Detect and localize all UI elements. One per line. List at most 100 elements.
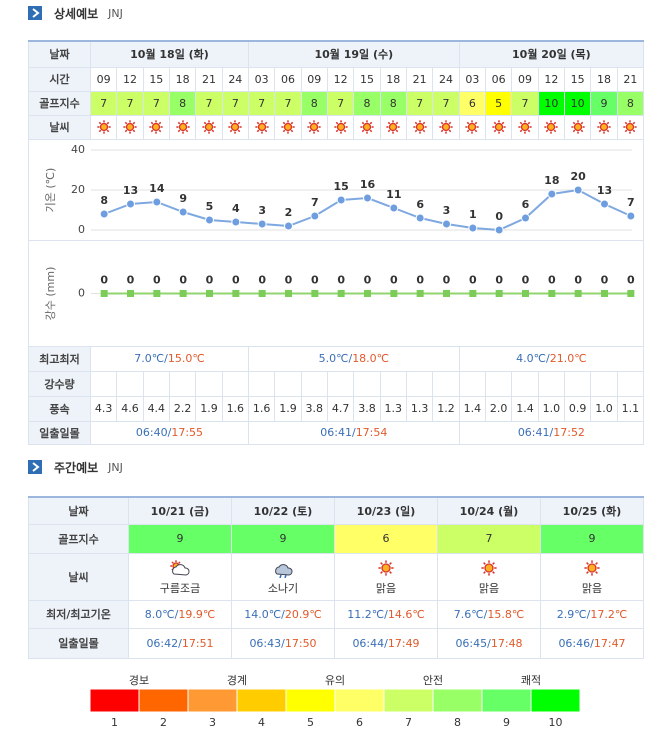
- time-cell: 24: [221, 66, 249, 92]
- weather-cell: [485, 114, 513, 140]
- sun-ray: [440, 121, 444, 125]
- weather-cell: [300, 114, 328, 140]
- time-cell: 21: [195, 66, 223, 92]
- rain-cell: [89, 370, 118, 397]
- table-row: 강수 (mm) 0 0 0 0 0 0 0 0 0 0 0 0 0 0 0 0 0 0 0 0 0 0: [27, 239, 645, 347]
- time-cell: 06: [485, 66, 513, 92]
- legend-value: 8: [454, 716, 461, 729]
- point: [285, 289, 292, 297]
- sunset: 17:52: [553, 426, 585, 439]
- sunset: 17:48: [490, 636, 523, 650]
- separator: /: [178, 636, 182, 650]
- data-label: 0: [100, 273, 108, 286]
- rain-cell: [195, 370, 223, 397]
- wind-cell: 1.4: [511, 395, 539, 422]
- golf-index-cell: 8: [353, 90, 381, 116]
- sun-icon: [378, 559, 394, 576]
- separator: /: [549, 426, 554, 439]
- legend-value: 1: [111, 716, 118, 729]
- sun-cell: 06:46/17:47: [540, 627, 644, 659]
- data-label: 0: [258, 273, 266, 286]
- sun-ray: [586, 561, 589, 565]
- rain-cell: [221, 370, 249, 397]
- sun-ray: [414, 129, 417, 133]
- time-cell: 09: [89, 66, 118, 92]
- sun-core: [178, 122, 187, 132]
- sun-ray: [633, 121, 636, 125]
- separator: /: [174, 607, 179, 621]
- weather-cell: [116, 114, 144, 140]
- sun-ray: [343, 129, 346, 133]
- wind-cell: 1.2: [432, 395, 460, 422]
- time-cell: 09: [511, 66, 539, 92]
- separator: /: [164, 352, 168, 365]
- table-row: 최저/최고기온 8.0℃/19.9℃ 14.0℃/20.9℃ 11.2℃/14.6℃ 7…: [28, 599, 644, 629]
- sun-core: [573, 122, 582, 132]
- point: [390, 289, 398, 297]
- separator: /: [348, 352, 353, 365]
- row-label: 골프지수: [28, 90, 91, 116]
- sun-cell: 06:41/17:52: [458, 420, 645, 445]
- site-name: JNJ: [108, 460, 123, 474]
- time-cell: 21: [405, 66, 434, 92]
- sun-ray: [595, 561, 598, 565]
- sun-ray: [492, 561, 495, 565]
- temperature-chart: 기온 (℃) 0 20 40 8 13 14 9 5 4 3 2 7 15 16 11 6 3 1 0 6 18 20 13 7: [44, 143, 636, 236]
- wind-cell: 4.7: [326, 395, 355, 422]
- table-row: 강수량: [28, 370, 645, 397]
- time-cell: 15: [353, 66, 381, 92]
- low-temp: 7.6℃: [453, 607, 484, 621]
- sun-ray: [132, 121, 136, 125]
- weather-cell: 맑음: [437, 552, 541, 601]
- sun-icon: [202, 120, 216, 134]
- data-label: 0: [469, 273, 477, 286]
- chart-cell: 기온 (℃) 0 20 40 8 13 14 9 5 4 3 2 7 15 16 11 6 3 1 0 6 18 20 13 7: [27, 138, 645, 241]
- sun-icon: [333, 120, 348, 134]
- sun-ray: [483, 561, 486, 565]
- rain-cell: [537, 370, 566, 397]
- site-name: JNJ: [108, 6, 123, 20]
- date-cell: 10/24 (월): [437, 496, 541, 525]
- legend-swatch: [89, 688, 140, 713]
- rain-cell: [563, 370, 592, 397]
- weather-cell: [590, 114, 618, 140]
- sun-ray: [501, 121, 504, 125]
- time-cell: 03: [247, 66, 276, 92]
- legend-value: 9: [503, 716, 510, 729]
- sun-core: [587, 562, 597, 573]
- section-icon: [28, 460, 42, 474]
- high-temp: 15.0℃: [167, 352, 205, 365]
- sun-ray: [606, 121, 610, 125]
- data-label: 0: [627, 273, 635, 286]
- golf-index-cell: 7: [116, 90, 144, 116]
- golf-index-cell: 7: [247, 90, 276, 116]
- legend-label: 안전: [423, 674, 443, 687]
- section-title: 상세예보: [54, 6, 99, 21]
- time-cell: 15: [142, 66, 170, 92]
- sun-core: [626, 122, 635, 132]
- sun-ray: [595, 570, 598, 574]
- min-max-cell: 8.0℃/19.9℃: [128, 599, 232, 629]
- point: [310, 211, 320, 220]
- sun-ray: [501, 129, 504, 133]
- sun-ray: [185, 121, 188, 125]
- point: [416, 289, 424, 297]
- data-label: 0: [285, 273, 293, 286]
- sun-ray: [598, 129, 602, 133]
- time-cell: 03: [458, 66, 487, 92]
- sun-ray: [572, 129, 575, 133]
- separator: /: [483, 607, 488, 621]
- sun-ray: [554, 121, 557, 125]
- sun-icon: [623, 120, 638, 134]
- sun-ray: [282, 129, 286, 133]
- weather-cell: [326, 114, 355, 140]
- sun-ray: [237, 121, 241, 125]
- separator: /: [546, 352, 550, 365]
- sunrise: 06:44: [352, 636, 385, 650]
- sun-ray: [151, 129, 154, 133]
- sun-ray: [572, 121, 575, 125]
- cloud: [275, 563, 293, 576]
- data-label: 0: [495, 273, 503, 286]
- sun-core: [599, 122, 609, 132]
- data-label: 4: [232, 202, 240, 215]
